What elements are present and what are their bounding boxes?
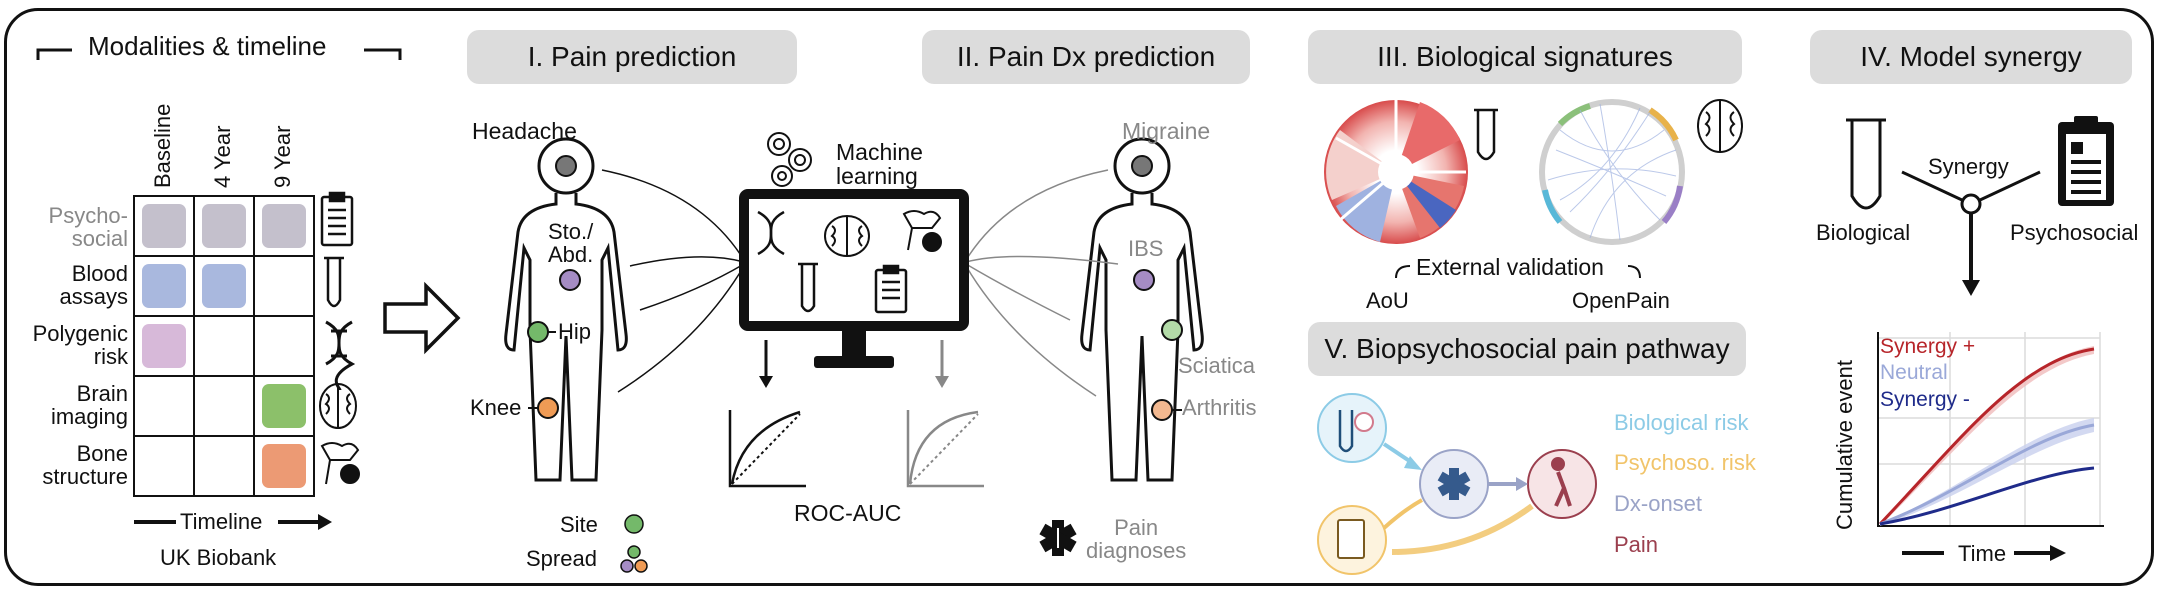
row-label-polygenic: Polygenic risk: [32, 321, 128, 370]
site-headache: [555, 155, 577, 177]
external-validation-label: External validation: [1416, 254, 1604, 280]
body-silhouette-left: [504, 137, 628, 482]
legend-spread-dot-2: [620, 559, 634, 573]
series-synergy-plus: [1878, 347, 2095, 526]
brain-icon: [319, 383, 357, 429]
series-neutral: [1879, 423, 2095, 526]
label-hip: Hip: [558, 319, 592, 344]
clipboard-icon-panel4: [2058, 116, 2114, 206]
row-label-bone: Bone structure: [42, 441, 128, 490]
site-curves-right: [965, 169, 1119, 397]
panel0-title: Modalities & timeline: [88, 31, 327, 61]
brain-icon-panel3: [1697, 99, 1743, 153]
legend-spread-dot-3: [634, 559, 648, 573]
cell-psycho-9y: [262, 204, 306, 248]
label-arthritis: Arthritis: [1182, 395, 1257, 420]
modality-cells: [142, 204, 306, 488]
site-migraine: [1131, 155, 1153, 177]
bone-icon: [320, 442, 360, 485]
label-ibs: IBS: [1128, 236, 1164, 261]
panel3-header: III. Biological signatures: [1308, 30, 1742, 84]
monitor-brain-icon: [824, 215, 870, 257]
legend-pain: Pain: [1614, 532, 1659, 557]
roc-curve-right: [906, 410, 984, 488]
roc-curve-left: [728, 410, 806, 488]
test-tube-icon: [324, 256, 344, 308]
pain-person-icon: [1551, 457, 1572, 507]
dx-medical-icon: [1437, 468, 1471, 500]
legend-spread-dot-1: [627, 545, 641, 559]
panel5-header: V. Biopsychosocial pain pathway: [1308, 322, 1746, 376]
openpain-label: OpenPain: [1572, 288, 1670, 313]
legend-site-dot: [624, 514, 644, 534]
legend-synergy-minus: Synergy -: [1880, 388, 1970, 411]
cell-psycho-4y: [202, 204, 246, 248]
cell-psycho-baseline: [142, 204, 186, 248]
gears-icon: [767, 132, 812, 187]
cell-brain-9y: [262, 384, 306, 428]
dataset-label: UK Biobank: [160, 545, 277, 570]
label-headache: Headache: [472, 118, 577, 144]
legend-dx-onset: Dx-onset: [1614, 491, 1703, 516]
site-sciatica: [1161, 319, 1183, 341]
monitor-dna-icon: [757, 210, 785, 256]
clipboard-icon: [320, 191, 354, 247]
flow-arrow-icon: [383, 281, 461, 355]
psychosocial-label: Psychosocial: [2010, 220, 2139, 245]
body-silhouette-right: [1080, 137, 1204, 482]
monitor-bone-icon: [902, 210, 942, 252]
site-stomach: [559, 269, 581, 291]
synergy-node: [1960, 193, 1982, 215]
legend-psychoso-risk: Psychoso. risk: [1614, 450, 1756, 475]
row-label-psychosocial: Psycho- social: [48, 203, 128, 252]
roc-auc-label: ROC-AUC: [794, 500, 902, 526]
legend-spread-label: Spread: [526, 546, 597, 571]
medical-star-icon: [1039, 520, 1077, 556]
ml-label: Machine learning: [836, 139, 923, 190]
chord-diagram: [1539, 99, 1685, 245]
legend-neutral: Neutral: [1880, 361, 1948, 384]
figure-frame: [4, 8, 2154, 586]
monitor-clipboard-icon: [874, 264, 908, 314]
cell-bone-9y: [262, 444, 306, 488]
cell-genetic-baseline: [142, 324, 186, 368]
panel4-header: IV. Model synergy: [1810, 30, 2132, 84]
cell-blood-4y: [202, 264, 246, 308]
monitor-icon: [739, 189, 969, 368]
synergy-chart: [1877, 332, 2104, 527]
test-tube-icon-panel4: [1846, 118, 1886, 210]
modality-grid: [133, 195, 315, 497]
row-label-brain: Brain imaging: [50, 381, 128, 430]
monitor-test-tube-icon: [798, 262, 818, 313]
series-synergy-minus: [1879, 466, 2095, 526]
site-ibs: [1133, 269, 1155, 291]
biological-label: Biological: [1816, 220, 1911, 245]
legend-site-label: Site: [560, 512, 598, 537]
test-tube-icon-panel3: [1474, 108, 1498, 161]
aou-label: AoU: [1366, 288, 1409, 313]
legend-biological-risk: Biological risk: [1614, 410, 1749, 435]
label-stomach: Sto./ Abd.: [548, 219, 594, 268]
cell-blood-baseline: [142, 264, 186, 308]
label-migraine: Migraine: [1122, 118, 1211, 144]
x-axis-label: Time: [1958, 541, 2007, 566]
site-curves-left: [601, 169, 745, 393]
label-knee: Knee: [470, 395, 522, 420]
synergy-label: Synergy: [1928, 154, 2009, 179]
circular-heatmap: [1324, 100, 1468, 244]
panel2-header: II. Pain Dx prediction: [922, 30, 1250, 84]
timeline-label: Timeline: [180, 509, 263, 534]
row-label-blood: Blood assays: [59, 261, 128, 310]
panel1-header: I. Pain prediction: [467, 30, 797, 84]
legend-synergy-plus: Synergy +: [1880, 335, 1976, 358]
legend-diagnoses-label: Pain diagnoses: [1086, 515, 1187, 564]
label-sciatica: Sciatica: [1178, 353, 1256, 378]
